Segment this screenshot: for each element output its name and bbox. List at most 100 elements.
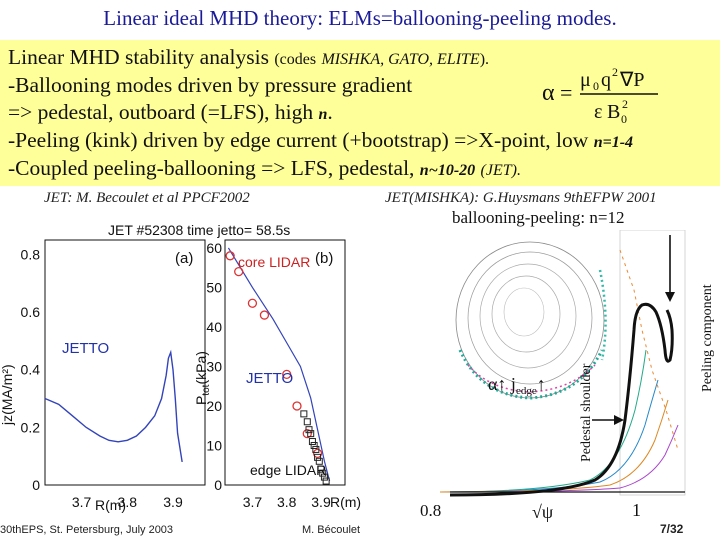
line-1-end: ).: [479, 51, 490, 68]
mishka-mode-figure: Pedestal shoulder Peeling component α↑ j…: [420, 230, 715, 522]
line-5: -Coupled peeling-ballooning => LFS, pede…: [8, 156, 521, 181]
edge-lidar-label: edge LIDAR: [250, 462, 326, 478]
formula-epsilon: ε: [594, 101, 602, 123]
core-lidar-point: [292, 401, 302, 411]
panel-b-xtick: 3.9: [311, 494, 331, 510]
edge-lidar-point: [307, 430, 315, 438]
line-3-n: n: [318, 106, 328, 123]
core-lidar-point: [259, 310, 270, 320]
line-4: -Peeling (kink) driven by edge current (…: [8, 128, 633, 153]
jetto-pressure-line: [227, 247, 331, 482]
left-caption: JET: M. Becoulet et al PPCF2002: [44, 190, 250, 206]
panel-b-ytick: 30: [206, 358, 222, 374]
shot-label: JET #52308 time jetto= 58.5s: [108, 222, 290, 238]
formula-mu: μ: [580, 69, 591, 91]
edge-lidar-point: [319, 469, 327, 477]
footer-conference: 30thEPS, St. Petersburg, July 2003: [0, 524, 174, 536]
right-caption: JET(MISHKA): G.Huysmans 9thEFPW 2001: [385, 190, 657, 206]
footer-page: 7/32: [660, 522, 684, 536]
panel-a-ytick: 0.8: [21, 246, 41, 262]
core-lidar-point: [225, 251, 235, 261]
panel-a-label: (a): [175, 250, 193, 267]
line-3: => pedestal, outboard (=LFS), high n.: [8, 100, 333, 125]
line-1-codes: (codes: [274, 51, 317, 68]
core-lidar-point: [302, 428, 312, 439]
core-lidar-point: [234, 266, 244, 277]
x-mid-label: √ψ: [532, 502, 554, 522]
line-4-main: -Peeling (kink) driven by edge current (…: [8, 128, 589, 152]
panel-b-ytick: 20: [206, 398, 222, 414]
edge-lidar-point: [322, 477, 330, 485]
panel-b-ytick: 40: [206, 319, 222, 335]
panel-b-ylabel: Ptot(kPa): [193, 351, 212, 405]
core-lidar-point: [282, 369, 292, 380]
core-lidar-point: [247, 298, 258, 308]
formula-b-exp: 2: [622, 97, 628, 111]
right-subtitle: ballooning-peeling: n=12: [452, 208, 625, 227]
line-1-main: Linear MHD stability analysis: [8, 45, 269, 69]
line-5-jet: (JET).: [480, 162, 521, 179]
edge-lidar-point: [308, 438, 316, 446]
formula-b: B: [607, 101, 620, 123]
formula-b-sub: 0: [621, 112, 627, 126]
line-3-end: .: [327, 100, 333, 124]
edge-lidar-points: [300, 410, 330, 485]
line-1: Linear MHD stability analysis (codes MIS…: [8, 45, 489, 70]
alpha-jedge-label: α↑ jedge↑: [488, 374, 546, 397]
panel-a-ylabel: jz(MA/m²): [0, 364, 15, 426]
pedestal-arrowhead: [614, 415, 624, 425]
panel-b-ytick: 60: [206, 240, 222, 256]
panel-b-xtick: 3.8: [277, 494, 297, 510]
panel-a-ytick: 0.2: [21, 419, 41, 435]
formula-q-exp: 2: [612, 65, 618, 79]
formula-equals: =: [560, 80, 572, 105]
x-left-label: 0.8: [420, 501, 441, 520]
panel-b-frame: [224, 239, 346, 486]
panel-b-label: (b): [315, 250, 333, 267]
panel-b-xtick: 3.7: [243, 494, 263, 510]
alpha-formula: α = μ 0 q 2 ∇P ε B 2 0: [542, 65, 658, 126]
panel-a-xlabel: R(m): [95, 497, 126, 513]
formula-q: q: [601, 69, 611, 91]
edge-lidar-point: [314, 453, 322, 461]
panel-a-xtick: 3.8: [118, 494, 138, 510]
panel-a-xtick: 3.7: [72, 494, 92, 510]
core-lidar-label: core LIDAR: [238, 254, 310, 270]
text-band: Linear MHD stability analysis (codes MIS…: [0, 40, 720, 186]
edge-lidar-point: [317, 465, 325, 473]
peeling-arrowhead: [665, 292, 675, 302]
pedestal-label: Pedestal shoulder: [579, 363, 594, 462]
line-5-main: -Coupled peeling-ballooning => LFS, pede…: [8, 156, 415, 180]
core-lidar-points: [225, 251, 323, 459]
footer-author: M. Bécoulet: [302, 524, 361, 536]
line-5-n: n~10-20: [419, 162, 476, 179]
panel-a-jetto-label: JETTO: [62, 340, 109, 357]
panel-a-ytick: 0.4: [21, 362, 41, 378]
peeling-label: Peeling component: [700, 284, 715, 392]
panel-b-jetto-label: JETTO: [246, 370, 293, 387]
line-1-code-names: MISHKA, GATO, ELITE: [321, 51, 480, 68]
formula-mu-sub: 0: [593, 79, 599, 93]
edge-lidar-point: [312, 445, 320, 453]
formula-alpha: α: [542, 80, 555, 106]
panel-a-ytick: 0.6: [21, 304, 41, 320]
core-lidar-point: [312, 448, 323, 459]
dominant-mode-curve: [449, 302, 674, 497]
panel-b-xlabel: R(m): [330, 494, 361, 510]
edge-lidar-point: [315, 457, 323, 465]
jet-profiles-figure: JET #52308 time jetto= 58.5s (a) jz(MA/m…: [0, 222, 361, 513]
line-2: -Ballooning modes driven by pressure gra…: [8, 73, 413, 97]
x-right-label: 1: [632, 500, 641, 520]
flux-surfaces: [455, 241, 607, 400]
panel-b-ytick: 50: [206, 279, 222, 295]
slide-title: Linear ideal MHD theory: ELMs=ballooning…: [103, 6, 617, 30]
edge-lidar-point: [303, 418, 311, 426]
edge-lidar-point: [320, 473, 328, 481]
jetto-current-line: [44, 349, 183, 463]
panel-a-xtick: 3.9: [163, 494, 183, 510]
edge-lidar-point: [310, 441, 318, 449]
panel-a-ytick: 0: [32, 477, 40, 493]
line-4-n: n=1-4: [593, 134, 634, 151]
line-3-main: => pedestal, outboard (=LFS), high: [8, 100, 314, 124]
panel-b-ytick: 0: [214, 477, 222, 493]
